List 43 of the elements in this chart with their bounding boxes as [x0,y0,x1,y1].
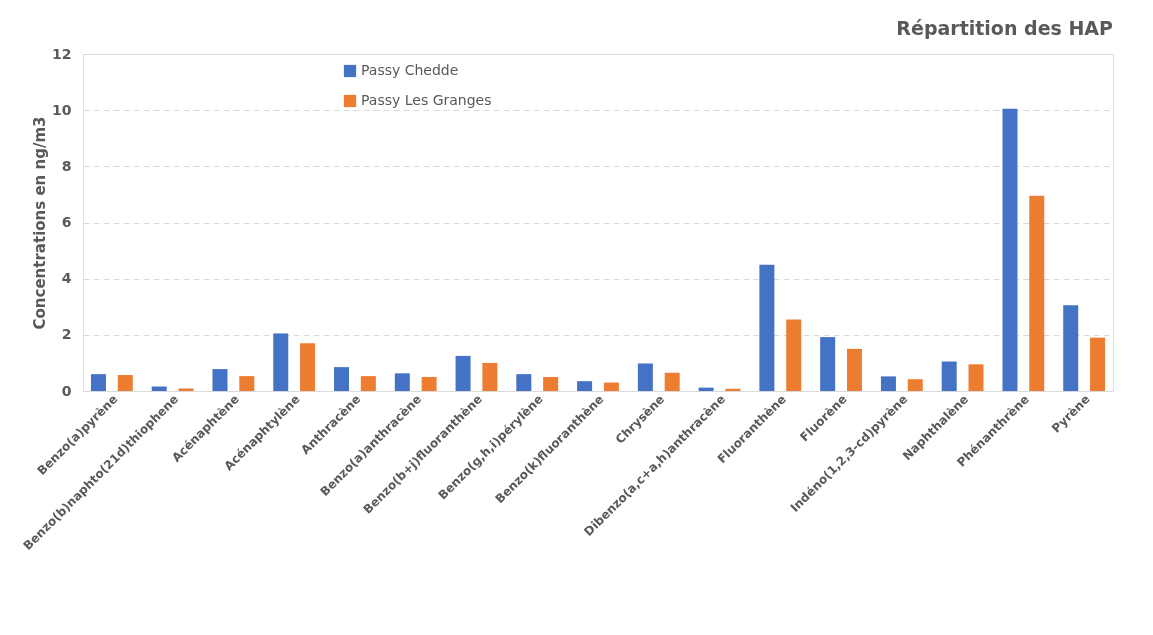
bar [421,376,437,391]
y-tick-label: 0 [61,382,72,399]
bar [1002,108,1018,391]
bar [90,374,106,391]
bar [880,376,896,391]
bar [151,386,167,391]
bar [577,381,593,391]
y-tick-label: 10 [52,101,72,118]
bar [300,343,316,391]
bar [786,319,802,391]
y-axis-title: Concentrations en ng/m3 [31,116,50,330]
bar [759,264,775,391]
bar [1063,305,1079,391]
bar [178,388,194,391]
bar [482,362,498,391]
bar [941,361,957,391]
y-tick-label: 4 [61,270,72,287]
bar [455,355,471,391]
bar [1029,195,1045,391]
legend-label: Passy Les Granges [361,92,492,108]
bar [603,382,619,391]
bar [117,374,133,391]
bar [360,376,376,391]
bar [212,369,228,391]
y-tick-label: 6 [61,214,72,230]
bar [820,337,836,391]
bar [516,374,532,391]
bar [543,376,559,391]
bar [1090,337,1106,391]
bar [907,379,923,391]
bar [334,367,350,391]
bar [394,373,410,391]
bar [637,363,653,391]
y-tick-label: 12 [52,45,72,62]
chart-title: Répartition des HAP [896,17,1114,39]
bar [664,372,680,391]
legend-label: Passy Chedde [361,62,459,78]
y-tick-label: 8 [61,157,72,174]
y-tick-label: 2 [61,326,72,343]
bar [846,348,862,391]
bar [273,333,289,391]
bar [968,364,984,391]
bar [239,376,255,391]
